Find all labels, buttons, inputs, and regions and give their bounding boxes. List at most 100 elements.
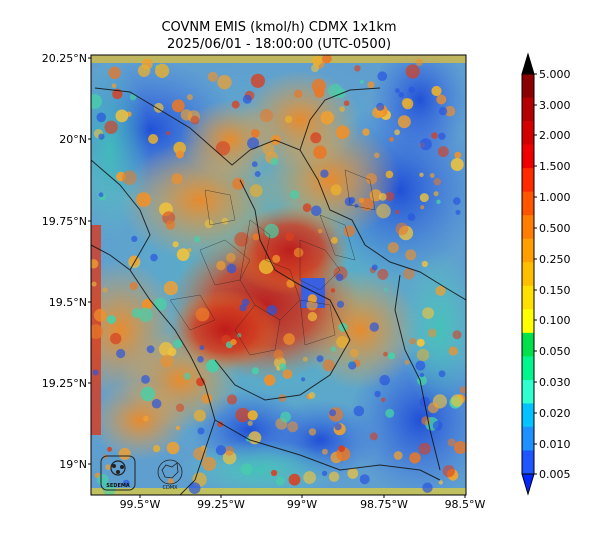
- colorbar-band: [522, 426, 534, 451]
- hotspot: [321, 448, 328, 455]
- coldspot: [215, 445, 226, 456]
- hotspot: [91, 281, 97, 287]
- hotspot: [287, 421, 299, 433]
- hotspot: [232, 177, 245, 190]
- hotspot: [438, 480, 443, 485]
- coldspot: [122, 479, 130, 487]
- colorbar-label: 0.030: [539, 376, 571, 389]
- hotspot: [171, 173, 183, 185]
- hotspot: [207, 71, 218, 82]
- hotspot: [393, 451, 403, 460]
- colorbar-label: 0.050: [539, 345, 571, 358]
- hotspot: [427, 402, 439, 414]
- hotspot: [224, 446, 235, 456]
- axis-ticks: [88, 57, 466, 498]
- hotspot: [433, 191, 439, 197]
- emission-region: [91, 60, 150, 240]
- hotspot: [234, 232, 249, 247]
- lat-tick-label: 20.25°N: [41, 52, 87, 65]
- hotspot: [270, 157, 279, 166]
- hotspot: [416, 338, 425, 347]
- hotspot: [259, 108, 274, 123]
- hotspot: [447, 438, 456, 447]
- hotspot: [148, 134, 159, 144]
- hotspot: [283, 333, 295, 345]
- hotspot: [166, 441, 180, 455]
- hotspot: [322, 55, 332, 64]
- colorbar-label: 0.250: [539, 253, 571, 266]
- hotspot: [183, 372, 191, 380]
- coldspot: [329, 409, 337, 417]
- coldspot: [353, 405, 365, 417]
- colorbar-band: [522, 379, 534, 404]
- hotspot: [153, 445, 161, 453]
- hotspot: [343, 225, 356, 237]
- hotspot: [374, 152, 380, 159]
- cdmx-logo: [157, 459, 183, 485]
- hotspot: [308, 392, 316, 399]
- hotspot: [448, 346, 458, 356]
- hotspot: [350, 348, 359, 358]
- map-title: COVNM EMIS (kmol/h) CDMX 1x1km: [161, 20, 397, 35]
- hotspot: [359, 79, 364, 84]
- hotspot: [416, 348, 430, 362]
- hotspot: [153, 297, 167, 311]
- hotspot: [250, 73, 265, 88]
- hotspot: [318, 229, 323, 234]
- coldspot: [419, 372, 425, 378]
- hotspot: [163, 281, 178, 296]
- hotspot: [230, 339, 237, 346]
- hotspot: [294, 89, 303, 99]
- coldspot: [369, 322, 379, 332]
- hotspot: [248, 431, 262, 445]
- hotspot: [141, 299, 153, 310]
- colorbar: [521, 52, 535, 496]
- hotspot: [247, 410, 258, 421]
- map-frame: [90, 54, 467, 496]
- hotspot: [275, 476, 285, 486]
- coldspot: [197, 356, 204, 363]
- hotspot: [107, 315, 116, 324]
- hotspot: [459, 386, 466, 394]
- municipal-grid: [169, 169, 376, 356]
- hotspot: [155, 63, 170, 78]
- colorbar-label: 0.150: [539, 284, 571, 297]
- boundary-lines: [91, 87, 466, 495]
- hotspot: [419, 172, 424, 177]
- hotspot: [138, 307, 153, 323]
- hotspot: [278, 394, 287, 403]
- hotspot: [311, 78, 326, 93]
- coldspot: [334, 423, 342, 431]
- hotspot: [206, 359, 220, 373]
- hotspot: [405, 249, 417, 261]
- coldspot: [415, 360, 426, 371]
- hotspot: [431, 85, 442, 97]
- hotspot: [284, 115, 293, 124]
- hotspot: [187, 248, 192, 253]
- emission-hotspots: [91, 55, 466, 495]
- hotspot: [122, 170, 137, 185]
- hotspot: [415, 58, 424, 67]
- coldspot: [359, 474, 370, 485]
- hotspot: [343, 100, 350, 106]
- colorbar-band: [522, 168, 534, 193]
- hotspot: [247, 420, 253, 426]
- coldspot: [320, 169, 329, 178]
- hotspot: [176, 248, 190, 261]
- hotspot: [215, 141, 231, 156]
- colorbar-label: 0.020: [539, 407, 571, 420]
- lat-tick-label: 20°N: [59, 133, 87, 146]
- hotspot: [193, 409, 206, 422]
- coldspot: [197, 427, 205, 435]
- hotspot: [409, 337, 416, 345]
- colorbar-label: 1.500: [539, 160, 571, 173]
- colorbar-band: [522, 356, 534, 381]
- hotspot: [105, 464, 111, 471]
- hotspot: [93, 308, 107, 322]
- hotspot: [360, 197, 374, 211]
- colorbar-arrow-top: [521, 52, 535, 75]
- hotspot: [282, 369, 293, 380]
- hotspot: [190, 115, 200, 125]
- hotspot: [429, 173, 435, 178]
- hotspot: [252, 233, 260, 241]
